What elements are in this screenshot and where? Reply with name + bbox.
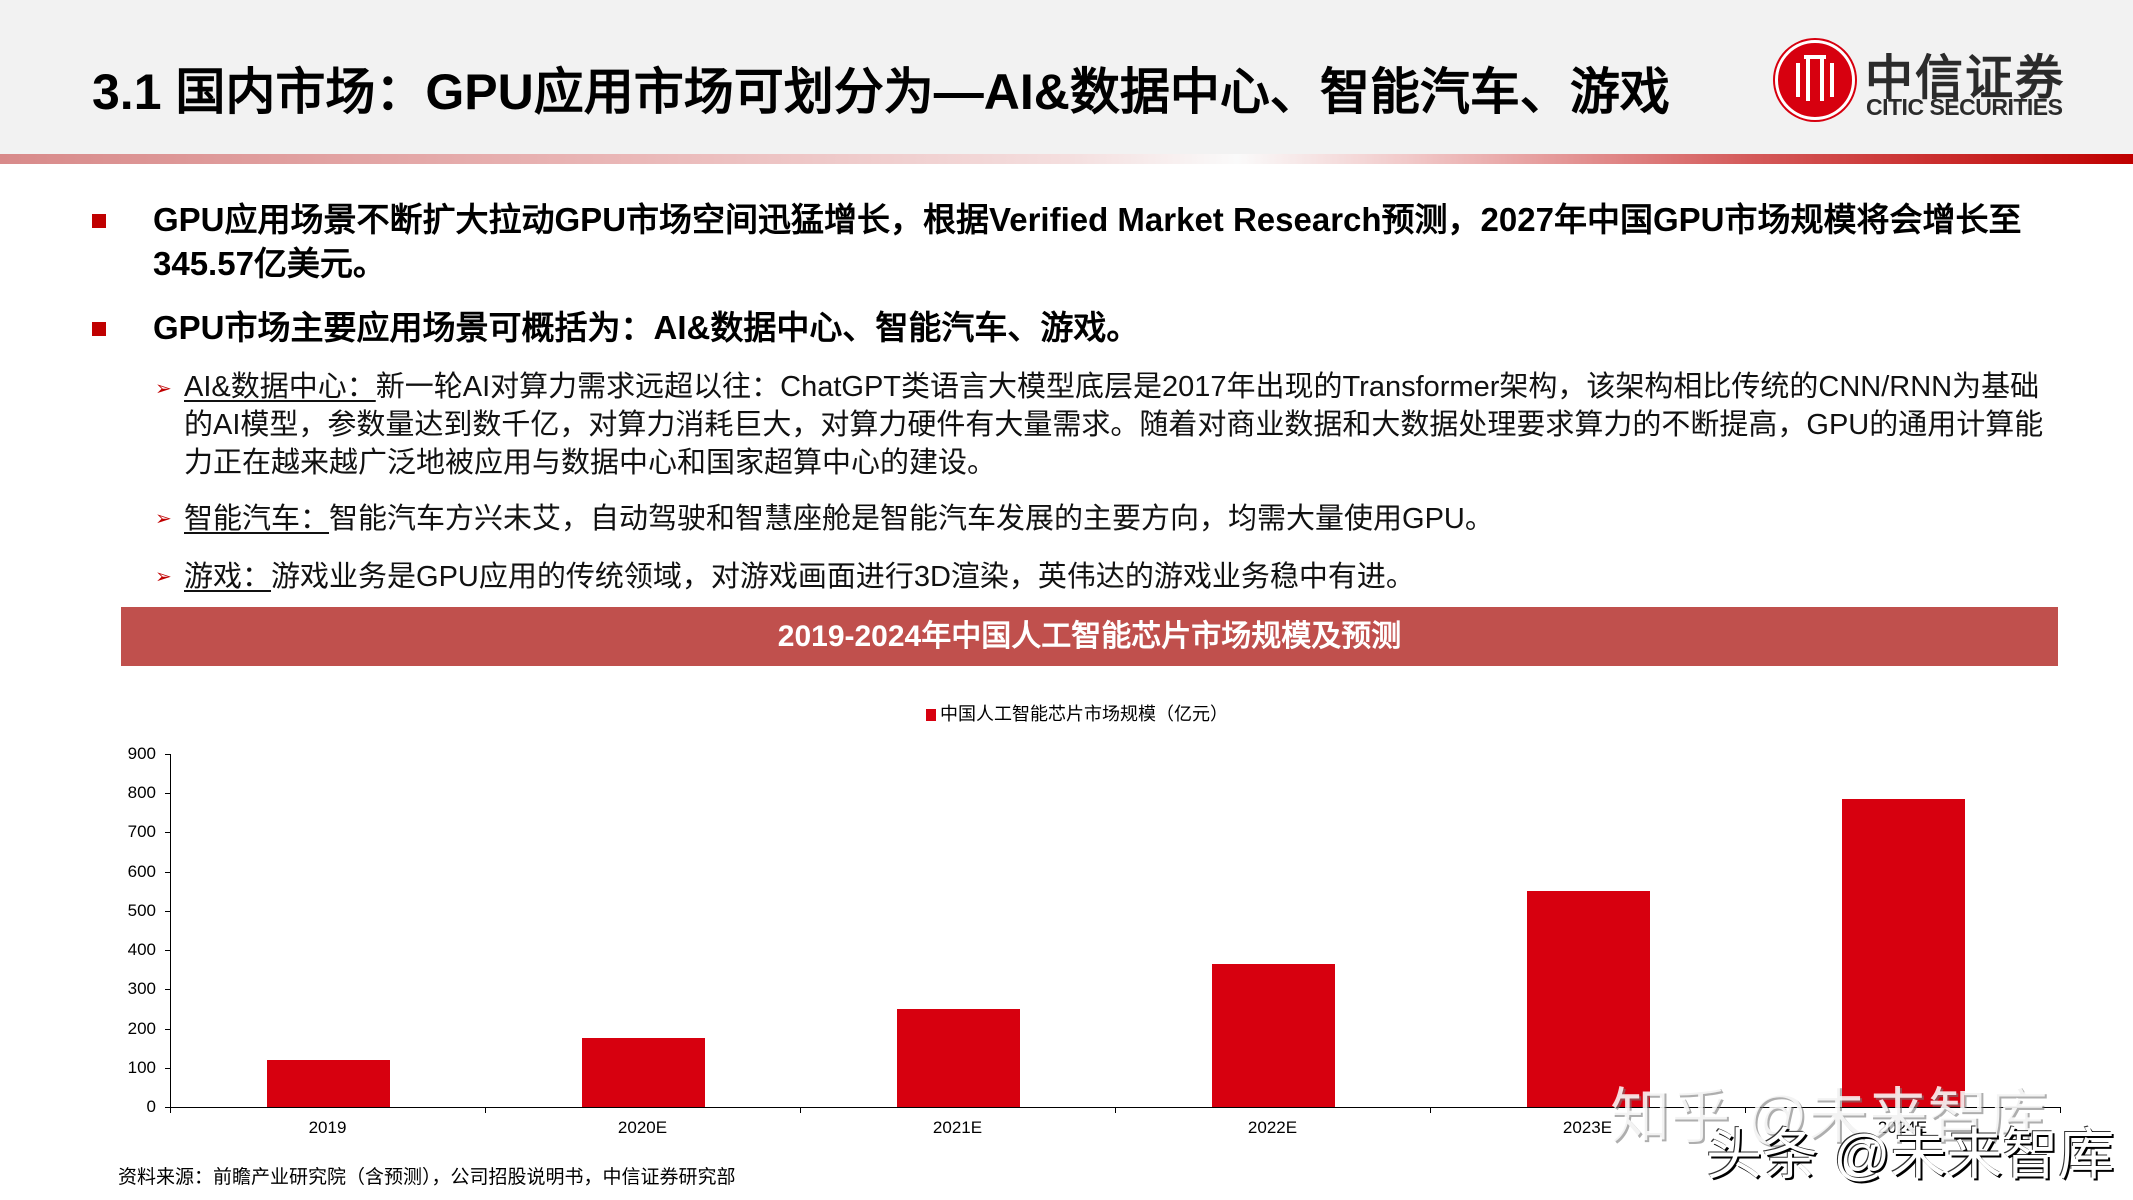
y-tick (165, 1107, 170, 1108)
x-tick (1745, 1107, 1746, 1113)
bullet-1-text: GPU应用场景不断扩大拉动GPU市场空间迅猛增长，根据Verified Mark… (153, 201, 2022, 282)
y-tick (165, 793, 170, 795)
y-tick-label: 900 (127, 744, 156, 763)
y-tick-label: 700 (127, 822, 156, 842)
y-axis (170, 754, 171, 1107)
source-note: 资料来源：前瞻产业研究院（含预测），公司招股说明书，中信证券研究部 (118, 1167, 736, 1188)
watermark-toutiao: 头条 @未来智库 (1706, 1123, 2115, 1186)
chart-bar (1841, 799, 1965, 1107)
x-tick (485, 1107, 486, 1113)
y-tick-label: 100 (127, 1057, 156, 1077)
citic-emblem-icon (1775, 40, 1855, 120)
sub-item-gaming: 游戏：游戏业务是GPU应用的传统领域，对游戏画面进行3D渲染，英伟达的游戏业务稳… (184, 558, 1415, 596)
sub-item-smart-car: 智能汽车：智能汽车方兴未艾，自动驾驶和智慧座舱是智能汽车发展的主要方向，均需大量… (184, 500, 1494, 538)
y-tick (165, 989, 170, 991)
watermark-zhihu: 知乎 @未来智库 (1610, 1083, 2048, 1150)
x-tick-label: 2023E (1562, 1118, 1613, 1137)
x-tick (170, 1107, 171, 1113)
legend-label: 中国人工智能芯片市场规模（亿元） (940, 704, 1228, 724)
sub-item-body: 新一轮AI对算力需求远超以往：ChatGPT类语言大模型底层是2017年出现的T… (184, 371, 2044, 479)
arrow-bullet-icon: ➢ (155, 508, 172, 530)
logo-english-text: CITIC SECURITIES (1866, 94, 2063, 120)
x-tick (2060, 1107, 2061, 1113)
chart-title-banner: 2019-2024年中国人工智能芯片市场规模及预测 (121, 607, 2058, 666)
x-tick-label: 2020E (617, 1118, 668, 1137)
y-tick-label: 800 (127, 783, 156, 803)
y-tick (165, 832, 170, 834)
x-tick (1430, 1107, 1431, 1113)
y-tick (165, 910, 170, 912)
bullet-2-text: GPU市场主要应用场景可概括为：AI&数据中心、智能汽车、游戏。 (153, 309, 1140, 346)
logo-chinese-text: 中信证券 (1865, 50, 2066, 106)
bullet-square-icon (92, 322, 106, 336)
y-tick (165, 1067, 170, 1069)
arrow-bullet-icon: ➢ (155, 566, 172, 588)
x-tick-label: 2021E (932, 1118, 983, 1137)
sub-item-lead: AI&数据中心： (184, 371, 376, 403)
legend-swatch-icon (926, 709, 936, 721)
citic-logo: 中信证券 CITIC SECURITIES (1775, 40, 2075, 130)
x-tick-label: 2022E (1247, 1118, 1298, 1137)
header-divider (0, 154, 2133, 164)
y-tick-label: 500 (127, 900, 156, 920)
x-tick-label: 2024E (1877, 1118, 1928, 1137)
sub-item-lead: 游戏： (184, 561, 272, 593)
slide-header: 3.1 国内市场：GPU应用市场可划分为—AI&数据中心、智能汽车、游戏 中信证… (0, 0, 2133, 155)
bar-chart-plot: 900 800 700 600 500 400 300 200 100 0 2019 2020E 202… (128, 745, 2061, 1137)
y-tick (165, 950, 170, 952)
x-tick-label: 2019 (308, 1118, 347, 1137)
chart-bar (896, 1008, 1020, 1107)
sub-item-body: 智能汽车方兴未艾，自动驾驶和智慧座舱是智能汽车发展的主要方向，均需大量使用GPU… (329, 503, 1494, 535)
chart-legend: 中国人工智能芯片市场规模（亿元） (926, 700, 1228, 726)
y-tick-label: 400 (127, 940, 156, 960)
x-tick (800, 1107, 801, 1113)
chart-bar (1526, 891, 1650, 1107)
sub-item-lead: 智能汽车： (184, 503, 330, 535)
x-tick (1115, 1107, 1116, 1113)
y-tick (165, 871, 170, 873)
y-tick-label: 600 (127, 861, 156, 881)
y-tick (165, 754, 170, 755)
chart-bar (1211, 963, 1335, 1107)
y-tick (165, 1028, 170, 1030)
y-tick-label: 300 (127, 979, 156, 999)
sub-item-ai-datacenter: AI&数据中心：新一轮AI对算力需求远超以往：ChatGPT类语言大模型底层是2… (184, 368, 2044, 482)
sub-item-body: 游戏业务是GPU应用的传统领域，对游戏画面进行3D渲染，英伟达的游戏业务稳中有进… (271, 561, 1415, 593)
y-tick-label: 200 (127, 1018, 156, 1038)
y-tick-label: 0 (146, 1097, 156, 1116)
slide-title: 3.1 国内市场：GPU应用市场可划分为—AI&数据中心、智能汽车、游戏 (92, 64, 1670, 120)
bullet-square-icon (92, 214, 106, 228)
chart-bar (581, 1038, 705, 1107)
arrow-bullet-icon: ➢ (155, 378, 172, 400)
chart-bar (266, 1059, 390, 1107)
